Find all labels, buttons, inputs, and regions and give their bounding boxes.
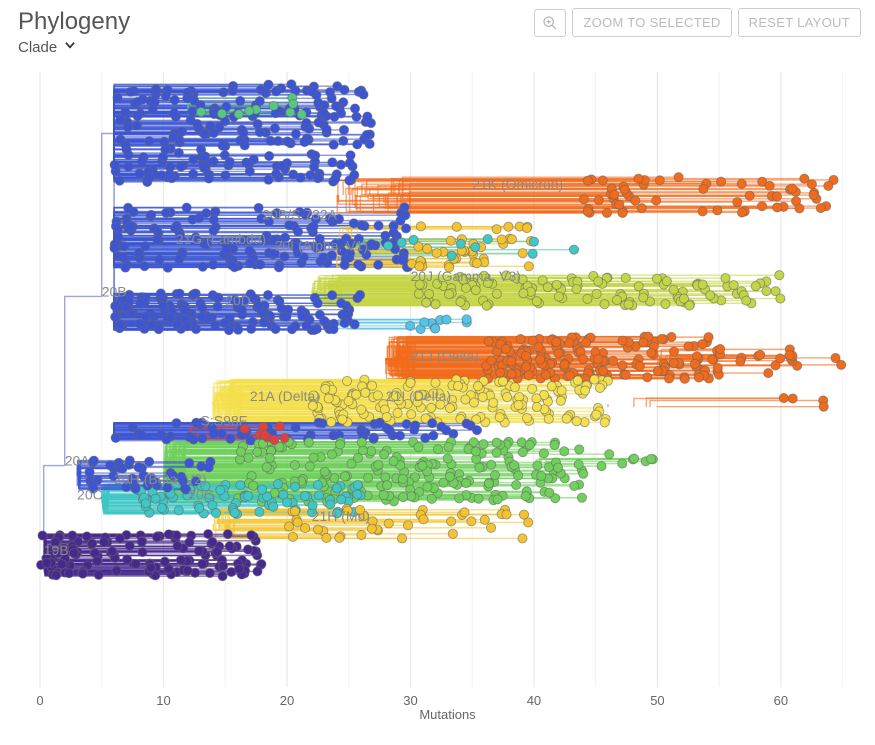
reset-layout-button[interactable]: RESET LAYOUT xyxy=(738,8,861,37)
svg-text:20H (Beta, V2): 20H (Beta, V2) xyxy=(114,471,207,487)
svg-text:20J (Gamma, V3): 20J (Gamma, V3) xyxy=(410,268,520,284)
svg-text:20C: 20C xyxy=(77,486,103,502)
svg-text:0: 0 xyxy=(36,693,43,708)
svg-text:20: 20 xyxy=(280,693,294,708)
svg-text:21G (Lambda): 21G (Lambda) xyxy=(176,231,266,247)
svg-text:10: 10 xyxy=(156,693,170,708)
svg-text:60: 60 xyxy=(774,693,788,708)
svg-text:20A: 20A xyxy=(65,453,91,469)
zoom-button[interactable] xyxy=(534,9,566,37)
svg-text:20B/S.732A: 20B/S.732A xyxy=(262,207,337,223)
color-by-dropdown[interactable]: Clade xyxy=(18,38,130,56)
svg-text:21I (Delta): 21I (Delta) xyxy=(386,388,451,404)
dropdown-label: Clade xyxy=(18,39,57,56)
svg-text:21K (Omicron): 21K (Omicron) xyxy=(472,176,563,192)
svg-text:20I (Alpha, V1): 20I (Alpha, V1) xyxy=(275,237,368,253)
svg-text:20G: 20G xyxy=(188,486,214,502)
svg-text:30: 30 xyxy=(403,693,417,708)
svg-text:20D: 20D xyxy=(225,293,251,309)
svg-text:21J (Delta): 21J (Delta) xyxy=(410,348,478,364)
svg-text:21H (Mu): 21H (Mu) xyxy=(312,508,370,524)
page-title: Phylogeny xyxy=(18,8,130,36)
magnify-plus-icon xyxy=(542,15,558,31)
chevron-down-icon xyxy=(63,38,77,56)
svg-text:Mutations: Mutations xyxy=(419,707,476,722)
phylogeny-tree-plot[interactable]: 0 10 20 30 40 50 60 Mutations 21K (Omicron) 20B/S… xyxy=(18,68,861,723)
svg-text:19B: 19B xyxy=(44,542,69,558)
svg-text:20B: 20B xyxy=(102,283,127,299)
svg-text:21A (Delta): 21A (Delta) xyxy=(250,388,320,404)
svg-text:40: 40 xyxy=(527,693,541,708)
svg-text:50: 50 xyxy=(650,693,664,708)
zoom-to-selected-button[interactable]: ZOOM TO SELECTED xyxy=(572,8,731,37)
svg-text:S:S98F: S:S98F xyxy=(201,413,248,429)
